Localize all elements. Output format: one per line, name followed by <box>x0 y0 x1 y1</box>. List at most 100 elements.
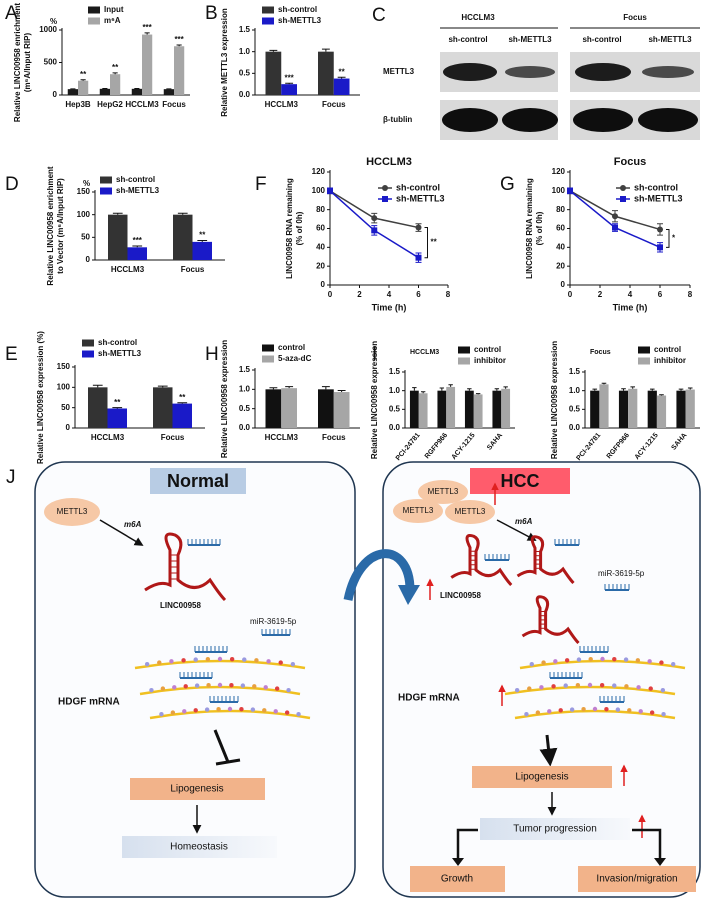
mrna-base <box>206 682 211 688</box>
mrna-label: HDGF mRNA <box>58 697 120 708</box>
outcome-label: Homeostasis <box>170 842 228 853</box>
error-bar <box>285 386 294 389</box>
protein-label: METTL3 <box>383 67 415 76</box>
y-tick-label: 0 <box>86 255 91 264</box>
mrna-base <box>250 707 256 712</box>
mrna-base <box>649 710 655 715</box>
point <box>657 226 663 233</box>
mrna-base <box>558 708 563 713</box>
legend-label: m⁶A <box>104 16 121 25</box>
diagram: J Normal HCC METTL3 m6A LINC00958 miR-36… <box>6 461 701 898</box>
mrna-base <box>183 684 188 689</box>
mrna-base <box>564 658 570 663</box>
bar <box>464 390 474 428</box>
y-tick-label: 0.0 <box>239 423 251 432</box>
error-bar <box>132 245 143 248</box>
bar <box>107 408 127 428</box>
x-tick-label: 0 <box>328 290 333 299</box>
mrna-base <box>612 656 617 662</box>
x-tick-label: Focus <box>161 433 185 442</box>
error-bar <box>621 388 626 391</box>
band <box>573 108 633 132</box>
bar <box>492 390 502 428</box>
x-tick-label: RGFP966 <box>606 432 631 460</box>
y-tick-label: 60 <box>316 224 325 233</box>
y-tick-label: 0 <box>66 423 71 432</box>
significance: ** <box>80 70 87 79</box>
x-tick-label: 0 <box>568 290 573 299</box>
process-box <box>130 778 265 800</box>
hcc-box <box>382 461 701 898</box>
y-axis-label: LINC00958 RNA remaining <box>525 178 534 279</box>
mrna-base <box>193 657 198 662</box>
band <box>638 108 698 132</box>
y-axis-label: to Vector (m⁶A/Input RIP) <box>56 178 65 274</box>
mrna-base <box>182 709 187 714</box>
legend-marker <box>620 185 626 191</box>
lane-label: sh-control <box>582 35 621 44</box>
error-bar <box>439 387 445 391</box>
mrna-base <box>575 682 581 688</box>
legend-marker <box>382 196 388 202</box>
mrna-base <box>286 687 291 693</box>
y-tick-label: 1.0 <box>239 384 251 393</box>
error-bar <box>112 407 123 409</box>
y-unit: % <box>83 179 90 188</box>
lncrna <box>521 595 580 645</box>
legend-swatch <box>458 346 470 354</box>
mrna-base <box>157 660 162 665</box>
legend-swatch <box>262 355 274 363</box>
error-bar <box>176 44 182 47</box>
legend-label: inhibitor <box>654 356 686 365</box>
error-bar <box>80 79 86 81</box>
x-tick-label: Focus <box>181 265 205 274</box>
x-tick-label: 8 <box>446 290 451 299</box>
significance: ** <box>431 238 438 247</box>
mrna-base <box>563 683 568 688</box>
mrna-base <box>172 685 177 690</box>
band <box>575 63 631 81</box>
bar <box>628 388 638 428</box>
mrna-base <box>612 683 617 688</box>
panel-letter: A <box>5 3 18 24</box>
y-tick-label: 0.5 <box>239 404 251 413</box>
point <box>657 244 663 251</box>
mrna-base <box>227 706 233 712</box>
legend-label: sh-METTL3 <box>116 186 160 195</box>
x-tick-label: HCCLM3 <box>111 265 145 274</box>
mrna-base <box>636 685 641 690</box>
y-tick-label: 60 <box>556 224 565 233</box>
x-tick-label: 2 <box>598 290 603 299</box>
bar <box>618 390 629 428</box>
legend-swatch <box>88 6 100 14</box>
legend-label: 5-aza-dC <box>278 354 312 363</box>
bar <box>67 89 78 95</box>
chart-title: HCCLM3 <box>410 349 439 356</box>
x-tick-label: 6 <box>658 290 663 299</box>
mrna-base <box>553 659 558 664</box>
mrna-base <box>581 706 586 712</box>
mrna-base <box>266 659 271 664</box>
legend-label: sh-control <box>278 5 317 14</box>
bar <box>153 387 173 428</box>
mrna-base <box>229 656 235 662</box>
arrow <box>99 519 144 546</box>
mrna-base <box>216 706 221 712</box>
y-tick-label: 150 <box>77 187 91 196</box>
legend-swatch <box>638 357 650 365</box>
y-tick-label: 0.5 <box>389 404 401 413</box>
significance: ** <box>112 63 119 72</box>
y-tick-label: 1.5 <box>239 25 251 34</box>
y-tick-label: 1.5 <box>389 367 401 376</box>
bar <box>265 51 282 95</box>
group-label: Focus <box>623 13 647 22</box>
legend-label: sh-control <box>634 182 678 192</box>
lncrna <box>450 534 513 587</box>
mrna-base <box>648 686 653 691</box>
y-axis-label: Relative LINC00958 enrichment <box>13 3 22 122</box>
band <box>443 63 497 81</box>
y-axis-label: (% of 0h) <box>295 211 304 245</box>
panel-letter: F <box>255 174 267 195</box>
panel-letter: J <box>6 467 16 488</box>
y-tick-label: 0.0 <box>569 423 581 432</box>
